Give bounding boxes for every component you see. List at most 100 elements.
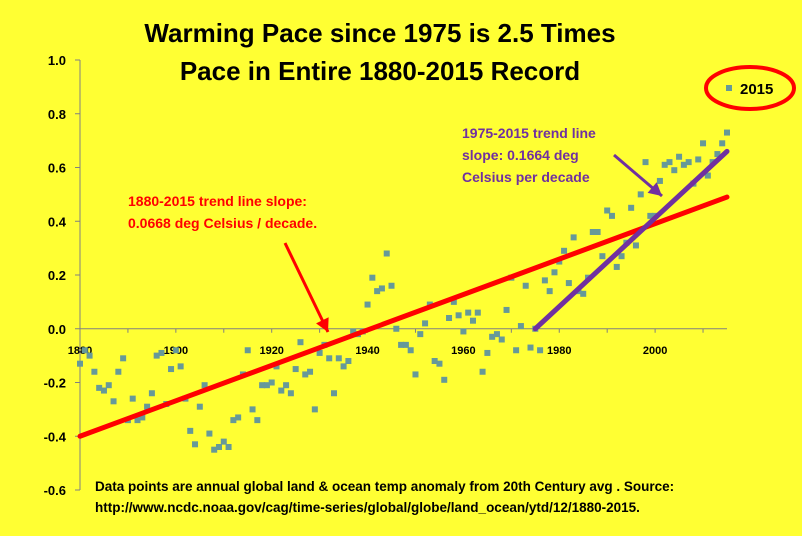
data-point — [220, 438, 227, 445]
source-line-2: http://www.ncdc.noaa.gov/cag/time-series… — [95, 500, 640, 515]
data-point — [666, 159, 673, 166]
data-point — [460, 328, 467, 335]
y-tick-label: 1.0 — [48, 53, 66, 68]
data-point — [551, 269, 558, 276]
data-point — [235, 414, 242, 421]
data-point — [580, 290, 587, 297]
data-point — [244, 347, 251, 354]
data-point — [503, 306, 510, 313]
data-point — [331, 390, 338, 397]
data-points — [77, 129, 730, 453]
data-point — [144, 403, 151, 410]
data-point — [676, 153, 683, 160]
data-point — [120, 355, 127, 362]
y-tick-label: -0.6 — [44, 483, 66, 498]
data-point — [263, 382, 270, 389]
x-tick-label: 2000 — [643, 345, 667, 357]
data-point — [225, 444, 232, 450]
data-point — [158, 349, 165, 356]
data-point — [340, 363, 347, 370]
data-point — [335, 355, 342, 362]
legend-marker — [726, 85, 732, 91]
data-point — [656, 177, 663, 184]
data-point — [417, 331, 424, 338]
data-point — [139, 414, 146, 421]
data-point — [719, 140, 726, 147]
data-point — [364, 301, 371, 308]
data-point — [412, 371, 419, 378]
data-point — [455, 312, 462, 319]
data-point — [268, 379, 275, 386]
data-point — [594, 229, 601, 235]
data-point — [522, 282, 529, 289]
chart-title-line1: Warming Pace since 1975 is 2.5 Times — [144, 18, 616, 48]
data-point — [292, 366, 299, 373]
data-point — [148, 390, 155, 397]
y-tick-label: 0.6 — [48, 161, 66, 176]
data-point — [201, 382, 208, 389]
data-point — [618, 253, 625, 260]
data-point — [685, 159, 692, 166]
data-point — [91, 368, 98, 375]
data-point — [469, 317, 476, 324]
data-point — [192, 441, 199, 448]
data-point — [700, 140, 707, 147]
data-point — [86, 352, 93, 359]
data-point — [632, 242, 639, 249]
data-point — [388, 282, 395, 289]
data-point — [493, 331, 500, 338]
data-point — [287, 390, 294, 397]
data-point — [661, 161, 668, 168]
data-point — [671, 167, 678, 174]
data-point — [115, 368, 122, 375]
x-tick-label: 1940 — [355, 345, 379, 357]
data-point — [129, 395, 136, 402]
data-point — [105, 382, 112, 389]
red-trend-annotation: 1880-2015 trend line slope: 0.0668 deg C… — [128, 190, 317, 234]
y-tick-label: -0.4 — [44, 429, 67, 444]
data-point — [637, 191, 644, 198]
purple-trend-label-1: 1975-2015 trend line — [462, 125, 596, 141]
data-point — [489, 333, 496, 340]
data-point — [446, 315, 453, 321]
data-point — [474, 309, 481, 316]
data-point — [589, 229, 596, 235]
data-point — [187, 427, 194, 434]
data-point — [273, 363, 280, 370]
source-note: Data points are annual global land & oce… — [95, 476, 775, 518]
data-point — [311, 406, 318, 413]
data-point — [561, 247, 568, 254]
data-point — [450, 298, 457, 305]
annotation-arrows — [283, 153, 663, 333]
data-point — [81, 347, 88, 354]
red-trend-line — [77, 194, 730, 439]
data-point — [283, 382, 290, 389]
data-point — [345, 358, 352, 364]
data-point — [172, 347, 179, 354]
data-point — [211, 446, 218, 453]
data-point — [350, 328, 357, 335]
chart-title-line2: Pace in Entire 1880-2015 Record — [179, 56, 581, 86]
data-point — [695, 156, 702, 163]
purple-trend-label-3: Celsius per decade — [462, 169, 590, 185]
x-tick-label: 1980 — [547, 345, 571, 357]
purple-arrow-head — [647, 182, 662, 196]
data-point — [230, 417, 237, 424]
data-point — [297, 339, 304, 346]
data-point — [546, 288, 553, 295]
data-point — [100, 387, 107, 394]
data-point — [110, 398, 117, 405]
red-trend-label-2: 0.0668 deg Celsius / decade. — [128, 215, 318, 231]
axes: 1.00.80.60.40.20.0-0.2-0.4-0.61880190019… — [44, 53, 727, 498]
data-point — [604, 207, 611, 214]
legend-highlight-ellipse — [704, 65, 796, 111]
data-point — [398, 341, 405, 348]
data-point — [608, 212, 615, 219]
purple-trend-label-2: slope: 0.1664 deg — [462, 147, 579, 163]
data-point — [613, 263, 620, 270]
data-point — [517, 323, 524, 330]
data-point — [77, 360, 83, 367]
data-point — [465, 309, 472, 316]
data-point — [326, 355, 333, 362]
